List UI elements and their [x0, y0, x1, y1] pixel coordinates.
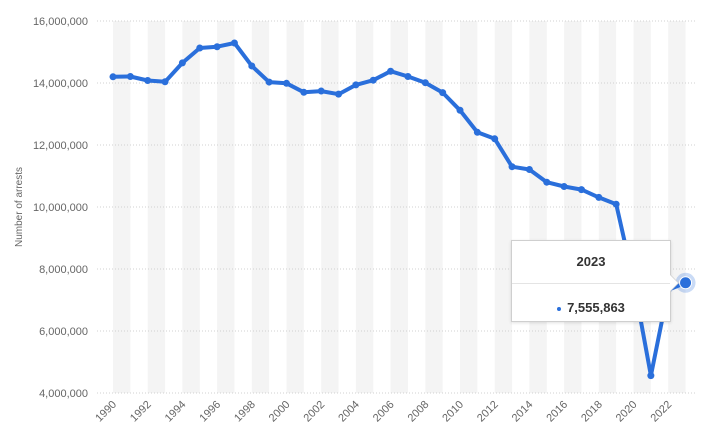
data-point[interactable] [439, 89, 447, 97]
y-axis-title: Number of arrests [14, 167, 25, 247]
x-tick-label: 1994 [163, 399, 189, 425]
y-tick-label: 4,000,000 [39, 388, 88, 400]
data-point[interactable] [248, 62, 256, 70]
x-tick-label: 2022 [649, 399, 675, 425]
data-point[interactable] [283, 79, 290, 87]
background-band [147, 21, 166, 393]
tooltip-value-row: 7,555,863 [512, 284, 670, 323]
x-tick-label: 1996 [197, 399, 223, 425]
data-point[interactable] [230, 39, 238, 47]
background-band [460, 21, 478, 393]
y-tick-label: 10,000,000 [33, 202, 88, 214]
background-band [321, 21, 339, 393]
x-tick-label: 1998 [232, 399, 258, 425]
gridlines [97, 20, 697, 394]
y-tick-label: 6,000,000 [39, 326, 88, 338]
data-point[interactable] [595, 193, 603, 201]
data-point[interactable] [404, 72, 412, 80]
data-point[interactable] [317, 87, 325, 95]
x-tick-label: 1992 [128, 399, 154, 425]
y-tick-label: 8,000,000 [39, 264, 88, 276]
highlighted-data-point[interactable] [679, 276, 693, 290]
data-point[interactable] [543, 178, 551, 186]
data-point[interactable] [612, 200, 620, 208]
data-point[interactable] [265, 78, 273, 86]
data-point[interactable] [335, 90, 343, 98]
y-tick-label: 16,000,000 [33, 16, 88, 28]
background-band [217, 21, 235, 393]
data-point[interactable] [491, 135, 499, 143]
x-tick-label: 2006 [371, 399, 397, 425]
y-axis-ticks: 4,000,000 6,000,000 8,000,000 10,000,000 12,… [33, 16, 88, 400]
x-tick-label: 2016 [544, 399, 570, 425]
data-point[interactable] [161, 78, 169, 86]
data-point[interactable] [213, 43, 221, 51]
x-tick-label: 2012 [475, 399, 501, 425]
tooltip-year: 2023 [512, 241, 670, 284]
x-tick-label: 2018 [579, 399, 605, 425]
x-tick-label: 2000 [267, 399, 293, 425]
data-point[interactable] [508, 163, 516, 171]
background-bands [113, 21, 686, 393]
data-point[interactable] [109, 73, 117, 81]
x-tick-label: 2010 [440, 399, 466, 425]
data-point[interactable] [456, 106, 464, 114]
background-band [564, 21, 582, 393]
data-point[interactable] [126, 72, 134, 80]
background-band [390, 21, 408, 393]
data-point[interactable] [144, 77, 152, 85]
data-point[interactable] [560, 183, 568, 191]
y-tick-label: 12,000,000 [33, 140, 88, 152]
x-tick-label: 2014 [510, 399, 536, 425]
background-band [182, 21, 200, 393]
data-point[interactable] [421, 79, 429, 87]
y-tick-label: 14,000,000 [33, 78, 88, 90]
data-point[interactable] [577, 186, 585, 194]
x-tick-label: 2008 [406, 399, 432, 425]
data-point[interactable] [300, 88, 308, 96]
x-axis-ticks: 1990 1992 1994 1996 1998 2000 2002 2004 2006 2008… [93, 399, 674, 425]
x-tick-label: 2004 [336, 399, 362, 425]
x-tick-label: 1990 [93, 399, 119, 425]
data-point[interactable] [647, 372, 655, 380]
data-point[interactable] [178, 59, 186, 67]
series-dot-icon [557, 306, 562, 311]
data-point[interactable] [196, 44, 204, 52]
x-tick-label: 2002 [302, 399, 328, 425]
data-point[interactable] [369, 76, 377, 84]
x-tick-label: 2020 [614, 399, 640, 425]
arrests-series-line [111, 41, 688, 378]
data-point[interactable] [473, 128, 481, 136]
data-point[interactable] [525, 165, 533, 173]
data-point[interactable] [387, 67, 395, 75]
background-band [251, 21, 270, 393]
data-tooltip: 2023 7,555,863 [511, 240, 679, 323]
data-point[interactable] [352, 81, 360, 89]
background-band [494, 21, 513, 393]
tooltip-value: 7,555,863 [567, 300, 625, 315]
